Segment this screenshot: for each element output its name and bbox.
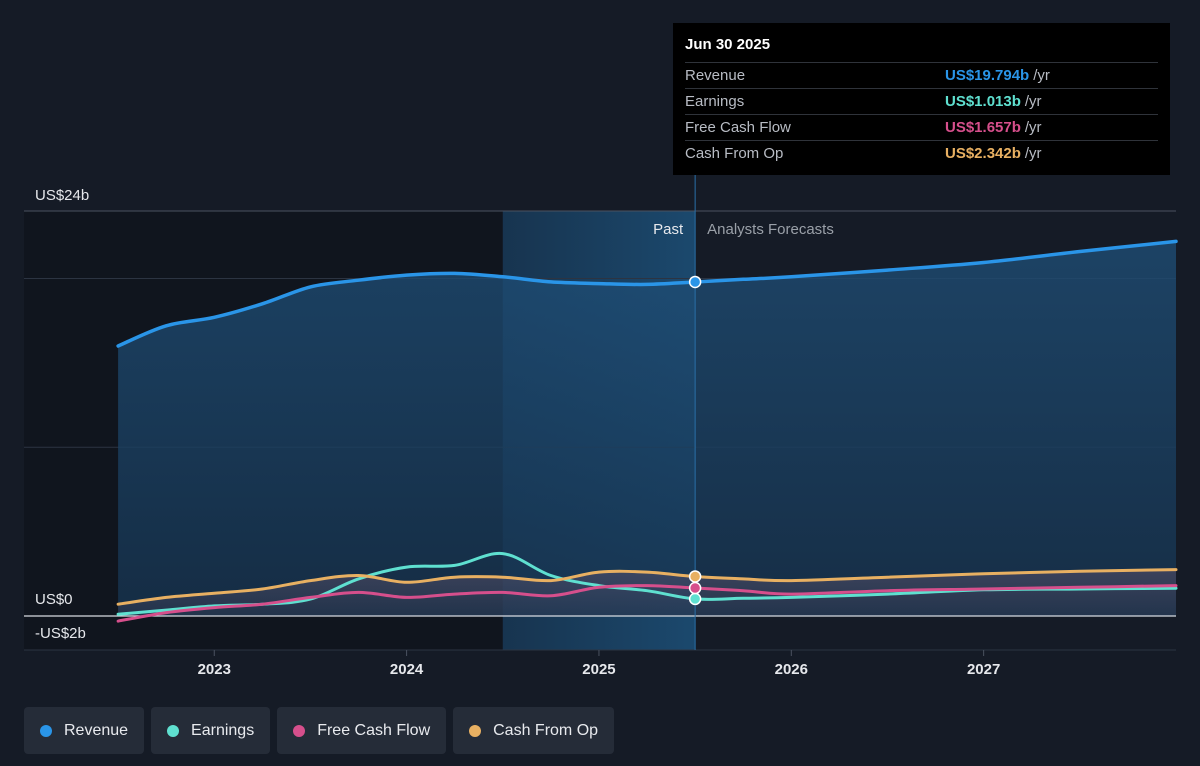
legend-dot-icon	[40, 724, 52, 737]
cash-from-op-line	[116, 568, 1178, 606]
tooltip-row: Cash From Op US$2.342b/yr	[685, 140, 1158, 166]
y-tick-label: -US$2b	[35, 625, 86, 642]
legend-item-revenue[interactable]: Revenue	[24, 707, 145, 754]
tooltip-row-value: US$1.013b	[945, 93, 1021, 110]
legend-label: Cash From Op	[493, 721, 599, 739]
earnings-marker[interactable]	[688, 592, 702, 606]
x-tick-label: 2026	[775, 661, 808, 678]
tooltip-row-label: Revenue	[685, 67, 746, 84]
legend-dot-icon	[293, 724, 306, 737]
legend-item-free-cash-flow[interactable]: Free Cash Flow	[277, 707, 447, 754]
tooltip-row-unit: /yr	[1024, 145, 1042, 162]
x-tick-label: 2025	[582, 661, 615, 678]
legend-label: Revenue	[64, 721, 129, 739]
free-cash-flow-line	[116, 584, 1178, 623]
revenue-marker[interactable]	[688, 275, 702, 289]
tooltip-row-unit: /yr	[1033, 67, 1050, 84]
revenue-line	[116, 239, 1178, 348]
free-cash-flow-marker[interactable]	[688, 581, 702, 595]
legend: Revenue Earnings Free Cash Flow Cash From O…	[24, 707, 615, 754]
legend-label: Free Cash Flow	[317, 721, 431, 739]
cash-from-op-marker[interactable]	[688, 570, 702, 583]
tooltip-row-label: Free Cash Flow	[685, 119, 791, 136]
forecast-label: Analysts Forecasts	[707, 221, 834, 238]
cash-from-op-area	[118, 569, 1177, 616]
tooltip-row-label: Earnings	[685, 93, 745, 110]
y-tick-label: US$24b	[35, 187, 89, 204]
revenue-area	[118, 241, 1177, 616]
legend-item-cash-from-op[interactable]: Cash From Op	[453, 707, 615, 754]
y-tick-label: US$0	[35, 591, 73, 608]
tooltip-row: Revenue US$19.794b/yr	[685, 62, 1158, 88]
tooltip-row-unit: /yr	[1024, 93, 1042, 110]
x-tick-label: 2024	[390, 661, 424, 678]
tooltip-date: Jun 30 2025	[685, 36, 771, 53]
tooltip-row-unit: /yr	[1024, 119, 1042, 136]
legend-dot-icon	[469, 724, 482, 737]
tooltip-row-value: US$19.794b	[945, 67, 1030, 84]
tooltip-row-label: Cash From Op	[685, 145, 784, 162]
tooltip-row-value: US$2.342b	[945, 145, 1021, 162]
tooltip-row: Free Cash Flow US$1.657b/yr	[685, 114, 1158, 140]
legend-dot-icon	[167, 724, 180, 737]
x-tick-label: 2023	[198, 661, 231, 678]
x-tick-label: 2027	[967, 661, 1000, 678]
tooltip: Jun 30 2025 Revenue US$19.794b/yr Earnings…	[673, 23, 1170, 175]
tooltip-row-value: US$1.657b	[945, 119, 1021, 136]
legend-item-earnings[interactable]: Earnings	[151, 707, 271, 754]
tooltip-row: Earnings US$1.013b/yr	[685, 88, 1158, 114]
legend-label: Earnings	[191, 721, 255, 739]
past-label: Past	[653, 221, 684, 238]
